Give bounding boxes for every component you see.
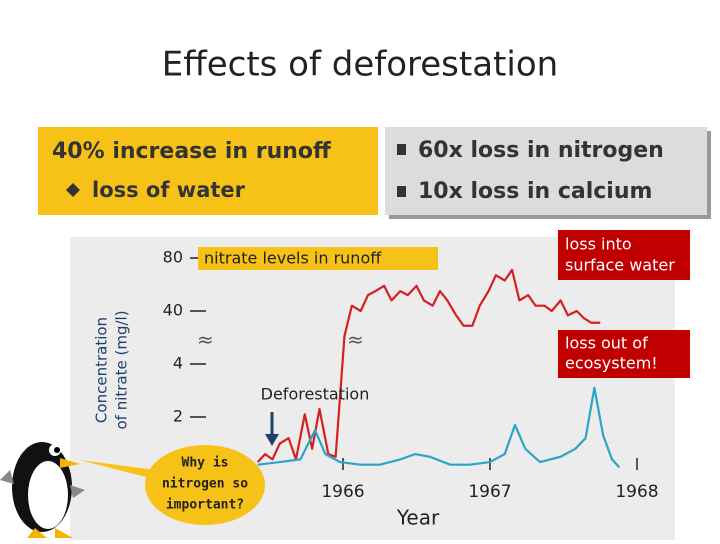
y-axis-label: Concentration — [93, 317, 111, 423]
annotation-bg — [198, 247, 438, 270]
penguin — [0, 442, 85, 538]
annotation: ecosystem! — [565, 354, 658, 373]
x-axis-label: Year — [396, 506, 440, 530]
y-tick-label: 40 — [163, 301, 183, 320]
y-tick-label: 4 — [173, 354, 183, 373]
x-tick-label: 1967 — [468, 482, 511, 502]
annotation: loss out of — [565, 334, 648, 353]
annotation: loss into — [565, 235, 632, 254]
event-arrow-head — [265, 434, 279, 446]
bullet-icon — [397, 144, 406, 155]
axis-break: ≈ — [197, 328, 214, 352]
box-heading: 40% increase in runoff — [52, 139, 332, 164]
question-bubble — [145, 445, 265, 525]
axis-break: ≈ — [347, 328, 364, 352]
x-tick-label: 1968 — [615, 482, 658, 502]
y-tick-label: 80 — [163, 248, 183, 267]
data-line — [256, 268, 601, 463]
question-text: nitrogen so — [162, 477, 248, 492]
annotation-bg — [558, 230, 690, 280]
x-tick-label: 1966 — [321, 482, 364, 502]
slide-title: Effects of deforestation — [162, 45, 558, 85]
annotation: surface water — [565, 256, 675, 275]
annotation: nitrate levels in runoff — [204, 249, 382, 268]
box-bullet: 10x loss in calcium — [418, 179, 652, 204]
runoff-box — [38, 127, 378, 215]
y-axis-label: of nitrate (mg/l) — [113, 310, 131, 429]
question-text: Why is — [182, 456, 229, 471]
nutrient-box — [385, 127, 707, 215]
y-tick-label: 2 — [173, 407, 183, 426]
question-text: important? — [166, 498, 244, 513]
data-line — [257, 386, 621, 469]
bubble-tail — [80, 460, 155, 478]
bullet-icon — [66, 183, 80, 197]
box-bullet: 60x loss in nitrogen — [418, 138, 664, 163]
bullet-icon — [397, 186, 406, 197]
box-bullet: loss of water — [92, 178, 246, 202]
annotation-bg — [558, 330, 690, 378]
annotation: Deforestation — [261, 385, 370, 404]
